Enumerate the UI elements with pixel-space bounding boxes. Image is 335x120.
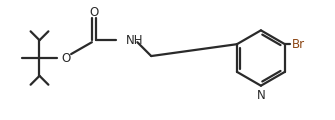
Text: O: O bbox=[62, 51, 71, 65]
Text: Br: Br bbox=[292, 38, 305, 51]
Text: N: N bbox=[257, 89, 265, 102]
Text: O: O bbox=[89, 6, 98, 19]
Text: NH: NH bbox=[126, 34, 143, 47]
